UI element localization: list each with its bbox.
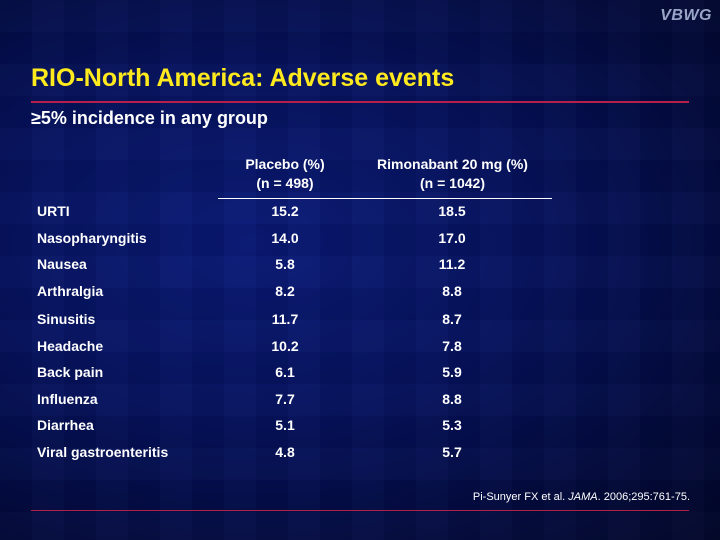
rimonabant-value: 17.0	[438, 230, 466, 246]
event-label: Viral gastroenteritis	[37, 444, 169, 460]
placebo-value: 14.0	[271, 230, 299, 246]
placebo-value: 11.7	[271, 311, 299, 327]
event-label: Arthralgia	[37, 283, 104, 299]
placebo-value: 8.2	[275, 283, 295, 299]
table-row: Diarrhea 5.1 5.3	[0, 417, 720, 437]
table-row: Nausea 5.8 11.2	[0, 256, 720, 276]
slide-subtitle: ≥5% incidence in any group	[31, 108, 268, 128]
placebo-value: 4.8	[275, 444, 295, 460]
rimonabant-value: 11.2	[438, 256, 466, 272]
citation-journal: JAMA	[568, 491, 598, 503]
table-row: Viral gastroenteritis 4.8 5.7	[0, 444, 720, 464]
event-label: Nausea	[37, 256, 87, 272]
table-row: Nasopharyngitis 14.0 17.0	[0, 230, 720, 250]
placebo-value: 7.7	[275, 391, 295, 407]
slide-title: RIO-North America: Adverse events	[31, 64, 455, 92]
table-row: Sinusitis 11.7 8.7	[0, 311, 720, 331]
rimonabant-value: 18.5	[438, 203, 466, 219]
rimonabant-header-label: Rimonabant 20 mg (%)	[377, 156, 528, 172]
placebo-value: 5.1	[275, 417, 295, 433]
placebo-value: 10.2	[271, 338, 299, 354]
table-row: Headache 10.2 7.8	[0, 338, 720, 358]
placebo-value: 15.2	[271, 203, 299, 219]
title-divider	[31, 101, 689, 103]
event-label: Headache	[37, 338, 104, 354]
column-header-rimonabant: Rimonabant 20 mg (%) (n = 1042)	[355, 155, 550, 193]
rimonabant-value: 5.3	[442, 417, 462, 433]
table-row: Back pain 6.1 5.9	[0, 364, 720, 384]
rimonabant-value: 8.8	[442, 283, 462, 299]
citation: Pi-Sunyer FX et al. JAMA. 2006;295:761-7…	[472, 491, 690, 503]
header-divider	[218, 198, 552, 199]
rimonabant-value: 7.8	[442, 338, 462, 354]
event-label: Influenza	[37, 391, 98, 407]
placebo-value: 5.8	[275, 256, 295, 272]
event-label: Diarrhea	[37, 417, 94, 433]
footer-divider	[31, 510, 689, 511]
rimonabant-value: 8.8	[442, 391, 462, 407]
vbwg-logo: VBWG	[660, 7, 712, 24]
rimonabant-header-n: (n = 1042)	[420, 175, 485, 191]
event-label: Back pain	[37, 364, 104, 380]
placebo-header-n: (n = 498)	[256, 175, 314, 191]
column-header-placebo: Placebo (%) (n = 498)	[220, 155, 350, 193]
rimonabant-value: 5.9	[442, 364, 462, 380]
table-row: Influenza 7.7 8.8	[0, 391, 720, 411]
event-label: Nasopharyngitis	[37, 230, 147, 246]
citation-details: 2006;295:761-75.	[603, 491, 690, 503]
placebo-header-label: Placebo (%)	[245, 156, 325, 172]
citation-authors: Pi-Sunyer FX et al.	[472, 491, 566, 503]
event-label: Sinusitis	[37, 311, 96, 327]
rimonabant-value: 8.7	[442, 311, 462, 327]
rimonabant-value: 5.7	[442, 444, 462, 460]
event-label: URTI	[37, 203, 70, 219]
table-row: Arthralgia 8.2 8.8	[0, 283, 720, 303]
table-row: URTI 15.2 18.5	[0, 203, 720, 223]
placebo-value: 6.1	[275, 364, 295, 380]
